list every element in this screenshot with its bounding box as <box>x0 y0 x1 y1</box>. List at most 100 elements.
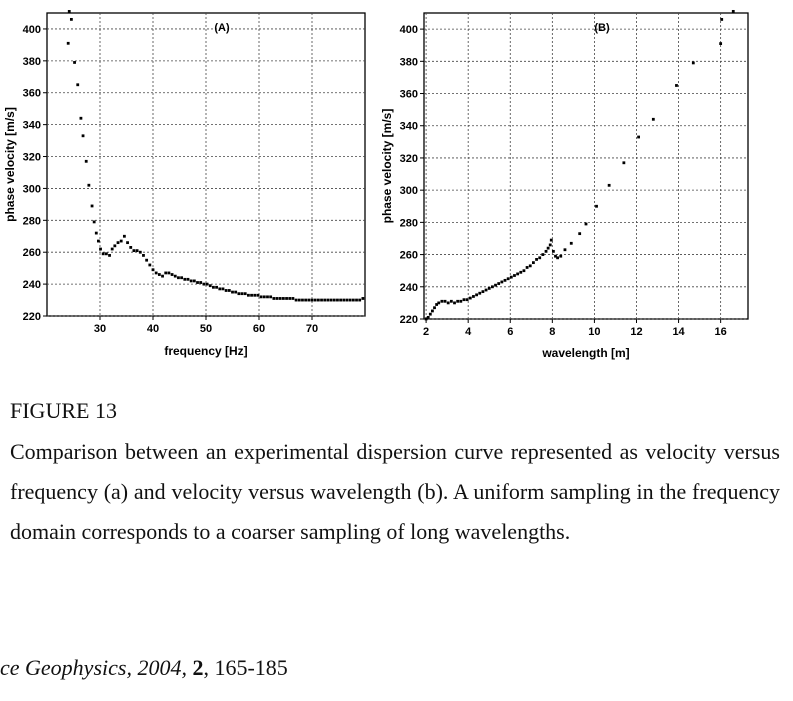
chart-a-data-point <box>101 252 105 256</box>
chart-b-xtick-label: 12 <box>630 326 642 338</box>
footer-volume: 2 <box>192 655 204 680</box>
chart-b-data-point <box>637 135 640 139</box>
chart-a-ytick-label: 220 <box>23 311 41 323</box>
chart-b-y-axis-label: phase velocity [m/s] <box>380 109 394 224</box>
chart-a-data-point <box>69 17 73 21</box>
chart-b-data-point <box>446 301 450 305</box>
chart-a-xtick-label: 60 <box>253 323 265 335</box>
chart-a-data-point <box>234 290 238 294</box>
chart-a-data-point <box>307 298 311 302</box>
chart-b-data-point <box>556 256 559 260</box>
chart-a-ytick-label: 320 <box>23 152 41 164</box>
chart-b-data-point <box>456 299 460 303</box>
chart-a-data-point <box>170 273 174 276</box>
chart-a-data-point <box>73 61 76 64</box>
chart-a-data-point <box>247 293 250 297</box>
chart-b-data-point <box>584 222 588 226</box>
chart-a-data-point <box>199 281 203 284</box>
chart-a-data-point <box>142 254 145 257</box>
chart-b-ytick-label: 340 <box>400 121 418 133</box>
chart-b-data-point <box>532 261 535 265</box>
chart-b-xtick-label: 8 <box>549 326 555 338</box>
chart-b-data-point <box>622 161 626 165</box>
chart-b-xtick-label: 14 <box>672 326 685 338</box>
chart-b-data-point <box>595 204 598 208</box>
chart-a-xtick-label: 30 <box>94 323 106 335</box>
chart-a-data-point <box>205 282 209 286</box>
chart-a-data-point <box>119 239 123 243</box>
chart-a-data-point <box>320 298 323 302</box>
chart-a-data-point <box>345 298 349 302</box>
chart-a-data-point <box>361 297 365 300</box>
chart-b-data-point <box>440 299 444 303</box>
chart-b-data-point <box>544 249 548 253</box>
chart-a-x-axis-label: frequency [Hz] <box>164 344 247 358</box>
chart-a-data-point <box>104 252 108 256</box>
chart-a-data-point <box>177 276 180 280</box>
chart-b-data-point <box>449 299 453 303</box>
chart-a-data-point <box>196 281 199 284</box>
chart-a-data-point <box>189 279 193 283</box>
chart-a-data-point <box>67 10 71 13</box>
chart-b-data-point <box>472 295 475 298</box>
chart-a-data-point <box>269 295 273 299</box>
chart-b-data-point <box>675 84 678 87</box>
chart-b-data-point <box>426 315 430 319</box>
chart-a-data-point <box>145 258 149 262</box>
chart-b-data-point <box>541 253 545 256</box>
chart-b-data-point <box>563 248 567 252</box>
chart-b-data-point <box>433 306 436 310</box>
chart-a-data-point <box>161 274 164 278</box>
chart-a-data-point <box>173 274 177 278</box>
chart-b-data-point <box>431 309 434 313</box>
chart-a-data-point <box>227 289 231 292</box>
chart-b-data-point <box>484 288 488 292</box>
chart-a-y-axis-label: phase velocity [m/s] <box>3 107 17 222</box>
chart-a-data-point <box>84 159 88 163</box>
chart-b-data-point <box>435 303 439 306</box>
chart-a-data-point <box>186 277 190 281</box>
chart-b-data-point <box>468 296 472 300</box>
chart-b-data-point <box>478 291 482 295</box>
chart-a-data-point <box>221 287 225 291</box>
chart-b-data-point <box>494 283 497 287</box>
chart-a-data-point <box>87 183 91 187</box>
chart-b-data-point <box>424 317 428 321</box>
chart-a-panel-label: (A) <box>214 22 230 34</box>
chart-a-data-point <box>304 298 308 302</box>
chart-b-xtick-label: 2 <box>423 326 429 338</box>
chart-a-data-point <box>316 298 320 302</box>
chart-a-data-point <box>288 297 292 300</box>
chart-a-xtick-label: 40 <box>147 323 159 335</box>
chart-b-ytick-label: 320 <box>400 153 418 165</box>
chart-a-data-point <box>138 250 142 254</box>
chart-b-data-point <box>465 298 469 302</box>
chart-a-data-point <box>164 271 168 275</box>
chart-b-ytick-label: 300 <box>400 185 418 197</box>
chart-b-data-point <box>559 254 563 258</box>
chart-b-data-point <box>462 298 466 302</box>
chart-a-xtick-label: 70 <box>306 323 318 335</box>
chart-b-data-point <box>453 301 456 305</box>
chart-b-ytick-label: 400 <box>400 24 418 36</box>
chart-a-data-point <box>97 239 100 243</box>
chart-a-data-point <box>208 284 212 288</box>
chart-b-x-axis-label: wavelength [m] <box>541 346 629 360</box>
chart-b-data-point <box>525 266 529 269</box>
chart-b-ytick-label: 260 <box>400 250 418 262</box>
chart-b-frame <box>423 12 749 320</box>
chart-a-data-point <box>339 298 343 302</box>
chart-a-data-point <box>183 277 187 281</box>
chart-b-data-point <box>731 9 735 13</box>
chart-a-data-point <box>336 298 339 302</box>
chart-b-data-point <box>437 301 441 305</box>
chart-a-data-point <box>329 298 333 302</box>
chart-a-data-point <box>358 298 362 302</box>
chart-b-data-point <box>509 275 513 279</box>
chart-a-data-point <box>218 287 222 291</box>
chart-b-data-point <box>538 256 542 260</box>
chart-a-xtick-label: 50 <box>200 323 212 335</box>
chart-b-data-point <box>487 287 491 290</box>
chart-a-data-point <box>285 297 288 300</box>
chart-a-data-point <box>326 298 330 302</box>
